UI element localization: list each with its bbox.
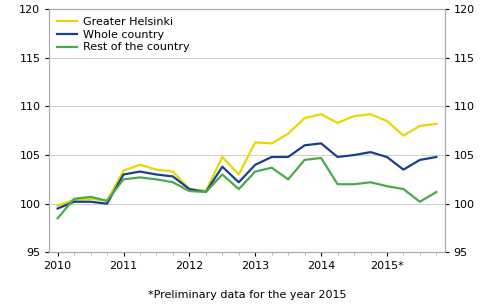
Rest of the country xyxy=(334,182,340,186)
Whole country xyxy=(154,173,160,176)
Whole country xyxy=(87,200,93,204)
Rest of the country xyxy=(302,158,308,162)
Rest of the country xyxy=(87,195,93,199)
Text: *Preliminary data for the year 2015: *Preliminary data for the year 2015 xyxy=(148,290,346,300)
Rest of the country xyxy=(351,182,357,186)
Rest of the country xyxy=(236,187,242,191)
Greater Helsinki xyxy=(219,155,225,159)
Greater Helsinki xyxy=(318,112,324,116)
Greater Helsinki xyxy=(334,121,340,125)
Greater Helsinki xyxy=(285,132,291,136)
Whole country xyxy=(285,155,291,159)
Whole country xyxy=(302,143,308,147)
Whole country xyxy=(170,174,176,178)
Greater Helsinki xyxy=(170,170,176,173)
Greater Helsinki xyxy=(269,142,275,145)
Whole country xyxy=(121,173,126,176)
Greater Helsinki xyxy=(433,122,439,126)
Greater Helsinki xyxy=(236,173,242,176)
Rest of the country xyxy=(433,190,439,194)
Greater Helsinki xyxy=(186,187,192,191)
Rest of the country xyxy=(154,178,160,181)
Whole country xyxy=(252,163,258,167)
Greater Helsinki xyxy=(87,197,93,201)
Whole country xyxy=(186,187,192,191)
Greater Helsinki xyxy=(203,189,209,193)
Whole country xyxy=(433,155,439,159)
Rest of the country xyxy=(121,178,126,181)
Whole country xyxy=(104,202,110,206)
Whole country xyxy=(368,150,373,154)
Line: Rest of the country: Rest of the country xyxy=(58,158,436,218)
Rest of the country xyxy=(269,166,275,170)
Rest of the country xyxy=(368,181,373,184)
Rest of the country xyxy=(417,200,423,204)
Greater Helsinki xyxy=(351,114,357,118)
Greater Helsinki xyxy=(154,168,160,171)
Whole country xyxy=(318,142,324,145)
Greater Helsinki xyxy=(384,119,390,123)
Rest of the country xyxy=(219,173,225,176)
Greater Helsinki xyxy=(121,169,126,172)
Rest of the country xyxy=(170,181,176,184)
Whole country xyxy=(236,181,242,184)
Rest of the country xyxy=(285,178,291,181)
Greater Helsinki xyxy=(252,140,258,144)
Whole country xyxy=(71,200,77,204)
Whole country xyxy=(203,190,209,194)
Greater Helsinki xyxy=(302,116,308,120)
Rest of the country xyxy=(203,190,209,194)
Whole country xyxy=(269,155,275,159)
Rest of the country xyxy=(252,170,258,173)
Greater Helsinki xyxy=(417,124,423,128)
Line: Greater Helsinki: Greater Helsinki xyxy=(58,114,436,206)
Line: Whole country: Whole country xyxy=(58,143,436,209)
Whole country xyxy=(351,153,357,157)
Whole country xyxy=(401,168,407,171)
Greater Helsinki xyxy=(71,198,77,202)
Rest of the country xyxy=(186,189,192,193)
Rest of the country xyxy=(401,187,407,191)
Whole country xyxy=(417,158,423,162)
Greater Helsinki xyxy=(368,112,373,116)
Rest of the country xyxy=(137,176,143,179)
Rest of the country xyxy=(384,184,390,188)
Greater Helsinki xyxy=(137,163,143,167)
Whole country xyxy=(334,155,340,159)
Whole country xyxy=(219,165,225,168)
Greater Helsinki xyxy=(104,199,110,202)
Rest of the country xyxy=(318,156,324,160)
Whole country xyxy=(55,207,61,210)
Whole country xyxy=(384,155,390,159)
Whole country xyxy=(137,170,143,173)
Rest of the country xyxy=(55,216,61,220)
Greater Helsinki xyxy=(401,134,407,137)
Legend: Greater Helsinki, Whole country, Rest of the country: Greater Helsinki, Whole country, Rest of… xyxy=(55,15,192,55)
Greater Helsinki xyxy=(55,204,61,207)
Rest of the country xyxy=(71,197,77,201)
Rest of the country xyxy=(104,199,110,202)
